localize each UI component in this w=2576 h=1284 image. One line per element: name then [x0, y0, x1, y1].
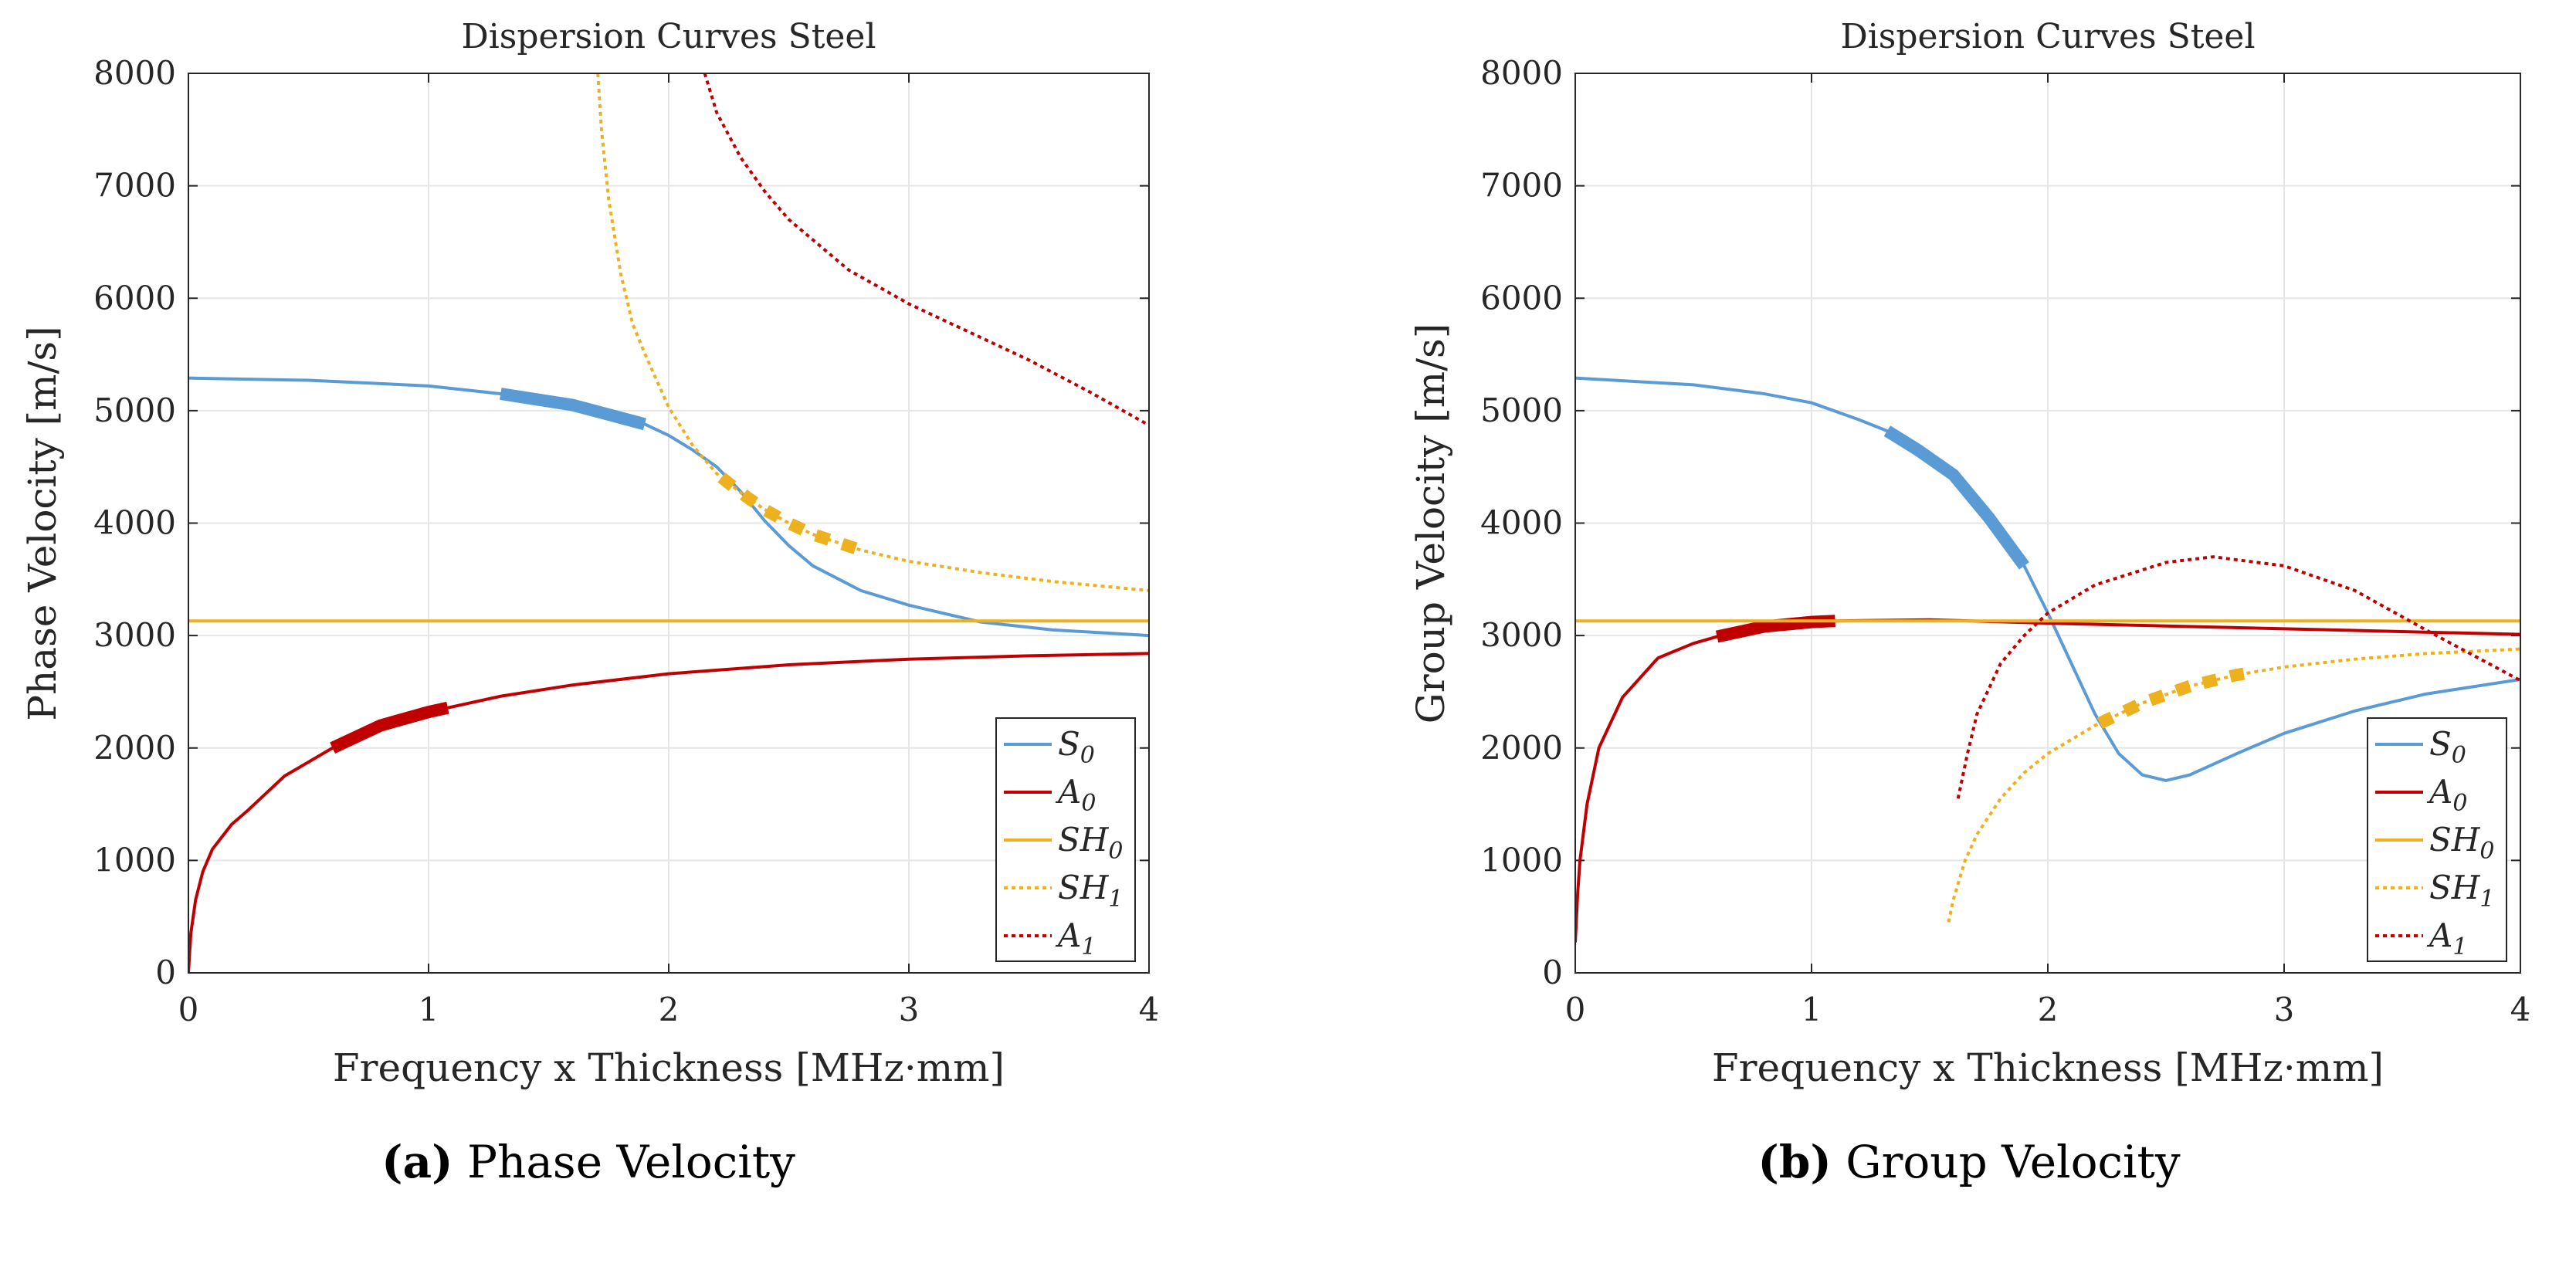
- y-tick-label: 7000: [93, 167, 176, 205]
- y-tick-label: 3000: [1480, 616, 1563, 654]
- legend-symbol: SH: [1058, 869, 1110, 906]
- x-axis-label: Frequency x Thickness [MHz·mm]: [333, 1045, 1005, 1090]
- axes-box: [1574, 73, 2521, 974]
- legend-symbol: S: [1058, 725, 1080, 763]
- legend-subscript: 0: [1080, 742, 1095, 769]
- legend-label-A1: A1: [2426, 916, 2467, 960]
- caption-text: Group Velocity: [1846, 1136, 2181, 1188]
- legend-subscript: 0: [2479, 838, 2494, 865]
- caption-letter: (a): [381, 1136, 452, 1188]
- legend-symbol: A: [1055, 773, 1081, 811]
- y-tick-label: 2000: [93, 729, 176, 767]
- legend-subscript: 1: [2479, 886, 2494, 913]
- highlight-segment-A0: [1715, 615, 1835, 643]
- legend-symbol: SH: [2429, 869, 2481, 906]
- series-line-A1: [703, 73, 1149, 427]
- x-tick-label: 0: [1565, 991, 1586, 1028]
- y-tick-label: 3000: [93, 616, 176, 654]
- legend-label-A1: A1: [1055, 916, 1096, 960]
- series-line-S0: [1575, 376, 2520, 782]
- highlight-segment-S0: [500, 388, 646, 431]
- group-velocity-panel: Dispersion Curves Steel Frequency x Thic…: [1408, 17, 2530, 1188]
- axes-box: [188, 73, 1150, 974]
- plot-area: [1575, 376, 2520, 943]
- legend-subscript: 1: [1108, 886, 1123, 913]
- legend-symbol: SH: [1058, 821, 1110, 859]
- y-tick-label: 5000: [93, 391, 176, 429]
- y-tick-label: 4000: [93, 504, 176, 542]
- y-tick-label: 0: [155, 954, 176, 991]
- phase-velocity-panel: Dispersion Curves Steel Frequency x Thic…: [20, 17, 1159, 1188]
- y-tick-label: 1000: [1480, 841, 1563, 879]
- highlight-segment-A0: [330, 701, 449, 754]
- y-tick-label: 5000: [1480, 391, 1563, 429]
- series-line-A1: [1956, 555, 2520, 799]
- y-tick-label: 6000: [1480, 279, 1563, 317]
- y-tick-label: 8000: [93, 54, 176, 92]
- legend-subscript: 0: [1081, 790, 1096, 817]
- x-tick-label: 1: [1802, 991, 1822, 1028]
- x-tick-label: 0: [178, 991, 199, 1028]
- legend-label-SH1: SH1: [2429, 869, 2495, 913]
- legend-subscript: 1: [2452, 933, 2467, 960]
- caption-letter: (b): [1757, 1136, 1831, 1188]
- chart-title: Dispersion Curves Steel: [461, 17, 876, 56]
- legend-label-A0: A0: [2426, 773, 2467, 817]
- legend-label-SH0: SH0: [2429, 821, 2495, 865]
- x-tick-label: 2: [2038, 991, 2059, 1028]
- caption: (b) Group Velocity: [1757, 1136, 2180, 1188]
- y-tick-label: 2000: [1480, 729, 1563, 767]
- y-tick-label: 4000: [1480, 504, 1563, 542]
- legend-symbol: A: [2426, 916, 2452, 954]
- legend-subscript: 0: [2452, 790, 2467, 817]
- x-tick-label: 2: [659, 991, 680, 1028]
- caption: (a) Phase Velocity: [381, 1136, 795, 1188]
- y-axis-label: Phase Velocity [m/s]: [20, 326, 65, 720]
- caption-text: Phase Velocity: [467, 1136, 795, 1188]
- plot-area: [188, 73, 1149, 973]
- legend-symbol: A: [2426, 773, 2452, 811]
- x-tick-label: 3: [899, 991, 920, 1028]
- legend-subscript: 1: [1081, 933, 1096, 960]
- x-axis-label: Frequency x Thickness [MHz·mm]: [1712, 1045, 2384, 1090]
- legend-symbol: S: [2429, 725, 2452, 763]
- highlight-segment-SH1: [2096, 666, 2255, 729]
- x-tick-label: 1: [419, 991, 439, 1028]
- y-tick-label: 7000: [1480, 167, 1563, 205]
- x-tick-label: 4: [1139, 991, 1160, 1028]
- y-tick-label: 1000: [93, 841, 176, 879]
- legend-symbol: A: [1055, 916, 1081, 954]
- series-line-SH1: [1947, 647, 2520, 923]
- y-tick-label: 0: [1542, 954, 1563, 991]
- y-tick-label: 8000: [1480, 54, 1563, 92]
- y-tick-label: 6000: [93, 279, 176, 317]
- series-line-SH1: [596, 73, 1149, 592]
- legend-label-S0: S0: [1058, 725, 1095, 769]
- x-tick-label: 4: [2510, 991, 2531, 1028]
- legend-label-S0: S0: [2429, 725, 2466, 769]
- x-tick-label: 3: [2274, 991, 2295, 1028]
- legend-symbol: SH: [2429, 821, 2481, 859]
- y-axis-label: Group Velocity [m/s]: [1408, 324, 1453, 723]
- highlight-segment-S0: [1883, 425, 2029, 570]
- legend-label-SH0: SH0: [1058, 821, 1124, 865]
- highlight-segment-SH1: [717, 473, 867, 557]
- legend-subscript: 0: [1108, 838, 1123, 865]
- legend-label-SH1: SH1: [1058, 869, 1124, 913]
- chart-title: Dispersion Curves Steel: [1840, 17, 2255, 56]
- legend-subscript: 0: [2452, 742, 2466, 769]
- legend-label-A0: A0: [1055, 773, 1096, 817]
